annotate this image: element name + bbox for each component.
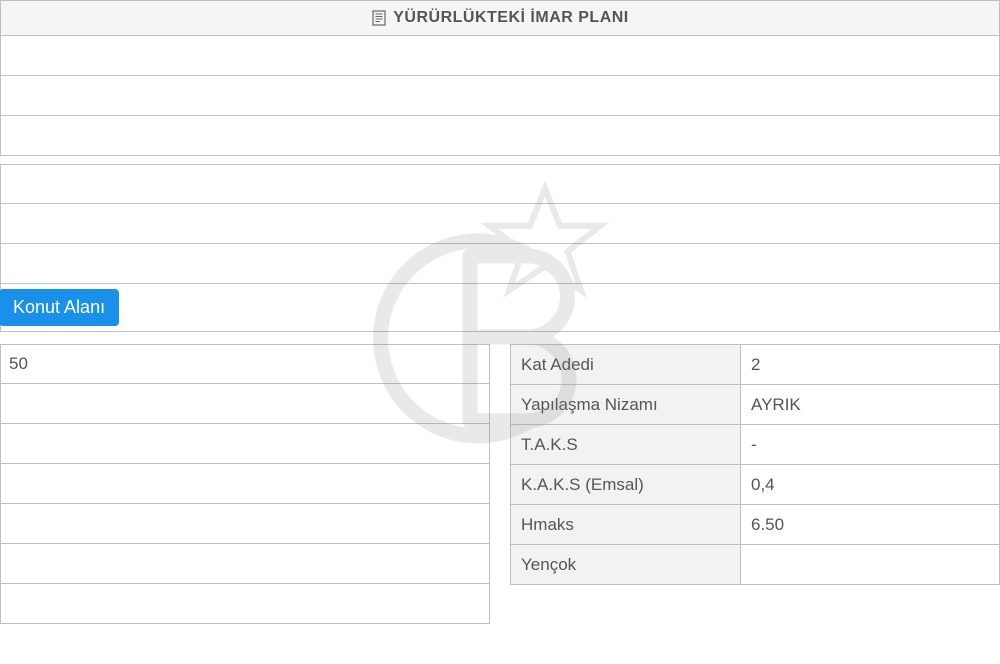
gap — [0, 332, 1000, 344]
table-row: K.A.K.S (Emsal) 0,4 — [511, 465, 1000, 505]
table-row — [0, 164, 1000, 204]
left-row — [0, 464, 490, 504]
cell-label: T.A.K.S — [511, 425, 741, 465]
left-row — [0, 504, 490, 544]
cell-value: 0,4 — [741, 465, 1000, 505]
table-row: Yapılaşma Nizamı AYRIK — [511, 385, 1000, 425]
document-icon — [371, 10, 387, 26]
left-row — [0, 544, 490, 584]
gap — [0, 156, 1000, 164]
table-row — [0, 204, 1000, 244]
left-table: 50 — [0, 344, 490, 624]
cell-value: - — [741, 425, 1000, 465]
left-row: 50 — [0, 344, 490, 384]
table-row: Kat Adedi 2 — [511, 345, 1000, 385]
left-row — [0, 384, 490, 424]
badge-row: Konut Alanı — [0, 284, 1000, 332]
cell-label: K.A.K.S (Emsal) — [511, 465, 741, 505]
cell-value — [741, 545, 1000, 585]
table-row — [0, 36, 1000, 76]
left-row — [0, 584, 490, 624]
cell-label: Yençok — [511, 545, 741, 585]
table-row: T.A.K.S - — [511, 425, 1000, 465]
table-row: Yençok — [511, 545, 1000, 585]
panel-title: YÜRÜRLÜKTEKİ İMAR PLANI — [393, 9, 629, 27]
zoning-badge: Konut Alanı — [0, 289, 119, 326]
table-row: Hmaks 6.50 — [511, 505, 1000, 545]
cell-label: Yapılaşma Nizamı — [511, 385, 741, 425]
right-table: Kat Adedi 2 Yapılaşma Nizamı AYRIK T.A.K… — [510, 344, 1000, 585]
cell-label: Hmaks — [511, 505, 741, 545]
left-row — [0, 424, 490, 464]
cell-value: 2 — [741, 345, 1000, 385]
table-row — [0, 76, 1000, 116]
left-row-value: 50 — [9, 354, 28, 374]
cell-label: Kat Adedi — [511, 345, 741, 385]
cell-value: 6.50 — [741, 505, 1000, 545]
table-row — [0, 244, 1000, 284]
cell-value: AYRIK — [741, 385, 1000, 425]
panel-header: YÜRÜRLÜKTEKİ İMAR PLANI — [0, 0, 1000, 36]
table-row — [0, 116, 1000, 156]
